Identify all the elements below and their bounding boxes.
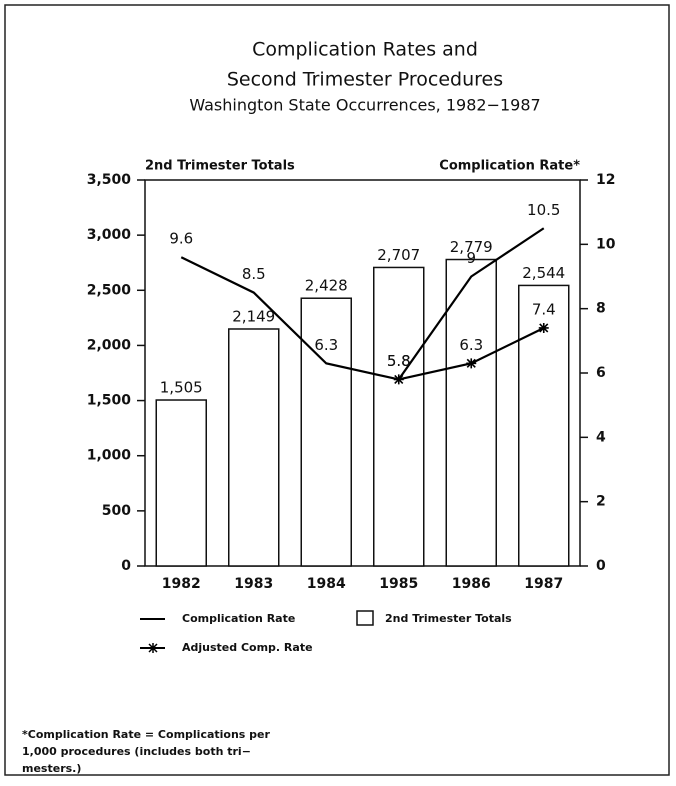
y2-tick-label: 10 bbox=[596, 236, 616, 252]
legend-label: 2nd Trimester Totals bbox=[385, 612, 512, 625]
footnote: mesters.) bbox=[22, 762, 81, 775]
data-label: 9.6 bbox=[169, 230, 193, 248]
chart-subtitle: Second Trimester Procedures bbox=[227, 69, 503, 91]
data-label: 6.3 bbox=[459, 336, 483, 354]
bar bbox=[228, 328, 280, 567]
y-tick-label: 2,000 bbox=[87, 337, 132, 353]
y2-axis-label: Complication Rate* bbox=[439, 159, 580, 174]
x-tick-label: 1984 bbox=[307, 576, 346, 592]
bar bbox=[300, 297, 352, 567]
legend-swatch bbox=[148, 643, 158, 653]
data-label: 2,544 bbox=[522, 264, 565, 282]
data-label: 6.3 bbox=[314, 336, 338, 354]
x-tick-label: 1982 bbox=[162, 576, 201, 592]
footnote: 1,000 procedures (includes both tri− bbox=[22, 745, 251, 758]
bar bbox=[155, 399, 207, 567]
data-label: 9 bbox=[466, 249, 476, 267]
y-tick-label: 3,000 bbox=[87, 227, 132, 243]
y-tick-label: 2,500 bbox=[87, 282, 132, 298]
frame bbox=[4, 4, 670, 776]
data-label: 1,505 bbox=[160, 379, 203, 397]
data-label: 2,428 bbox=[305, 277, 348, 295]
data-label: 2,149 bbox=[232, 307, 275, 325]
y2-tick-label: 8 bbox=[596, 301, 606, 317]
x-tick-label: 1985 bbox=[379, 576, 418, 592]
data-label: 8.5 bbox=[242, 265, 266, 283]
y-tick-label: 3,500 bbox=[87, 172, 132, 188]
x-tick-label: 1987 bbox=[524, 576, 563, 592]
y-tick-label: 1,500 bbox=[87, 393, 132, 409]
y2-tick-label: 4 bbox=[596, 429, 606, 445]
legend-label: Adjusted Comp. Rate bbox=[182, 641, 313, 654]
data-label: 2,779 bbox=[450, 238, 493, 256]
y-tick-label: 500 bbox=[102, 503, 131, 519]
data-label: 2,707 bbox=[377, 246, 420, 264]
legend-swatch bbox=[356, 610, 374, 626]
data-label: 5.8 bbox=[387, 352, 411, 370]
bar bbox=[445, 258, 497, 567]
y-tick-label: 1,000 bbox=[87, 448, 132, 464]
plot-frame bbox=[144, 179, 581, 567]
y2-tick-label: 2 bbox=[596, 494, 606, 510]
data-label: 5.8 bbox=[387, 352, 411, 370]
star-marker bbox=[393, 374, 404, 385]
chart-subtitle: Washington State Occurrences, 1982−1987 bbox=[189, 96, 540, 115]
x-tick-label: 1986 bbox=[452, 576, 491, 592]
legend-label: Complication Rate bbox=[182, 612, 295, 625]
y2-tick-label: 0 bbox=[596, 558, 606, 574]
y2-tick-label: 6 bbox=[596, 365, 606, 381]
star-marker bbox=[538, 322, 549, 333]
chart-title: Complication Rates and bbox=[252, 39, 478, 61]
x-tick-label: 1983 bbox=[234, 576, 273, 592]
y-axis-label: 2nd Trimester Totals bbox=[145, 159, 295, 174]
data-label: 10.5 bbox=[527, 201, 560, 219]
bar bbox=[373, 266, 425, 567]
star-marker bbox=[466, 358, 477, 369]
y-tick-label: 0 bbox=[121, 558, 131, 574]
y2-tick-label: 12 bbox=[596, 172, 615, 188]
data-label: 7.4 bbox=[532, 300, 556, 318]
line bbox=[180, 227, 545, 381]
footnote: *Complication Rate = Complications per bbox=[22, 728, 271, 741]
